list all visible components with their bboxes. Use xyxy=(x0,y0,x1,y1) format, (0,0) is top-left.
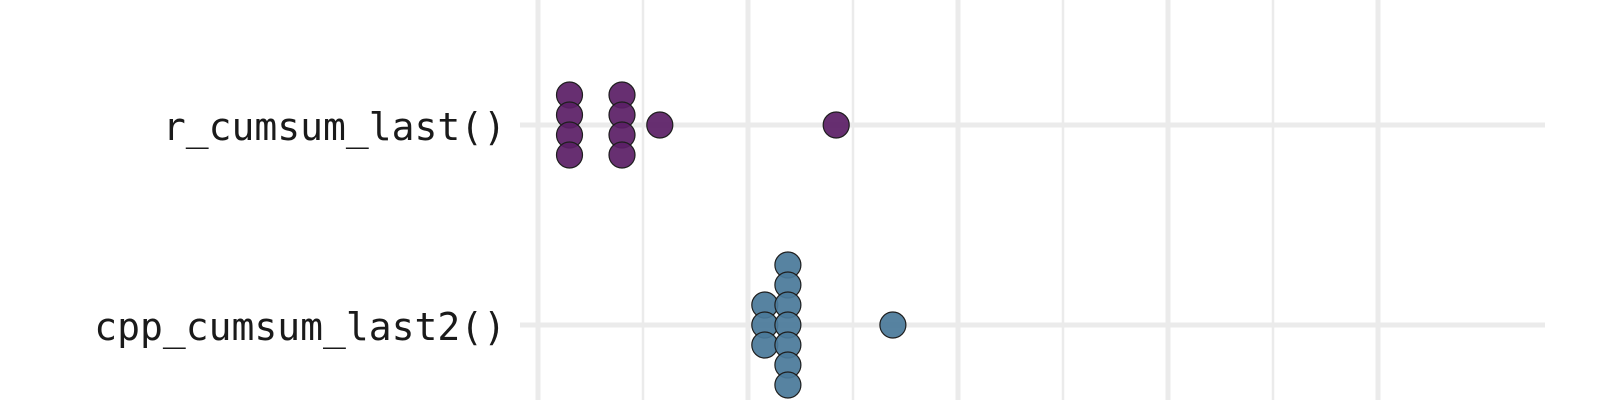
grid xyxy=(520,0,1545,400)
data-point xyxy=(555,141,584,169)
y-tick-label-cpp-cumsum-last2: cpp_cumsum_last2() xyxy=(94,305,506,350)
data-point xyxy=(646,111,674,139)
data-point xyxy=(879,311,907,339)
data-point xyxy=(751,331,779,359)
data-point xyxy=(822,111,850,139)
data-point xyxy=(774,371,802,399)
y-tick-label-r-cumsum-last: r_cumsum_last() xyxy=(163,105,506,150)
y-tick-labels: r_cumsum_last() cpp_cumsum_last2() xyxy=(94,105,506,350)
data-point xyxy=(608,141,636,169)
data-points xyxy=(555,81,907,399)
